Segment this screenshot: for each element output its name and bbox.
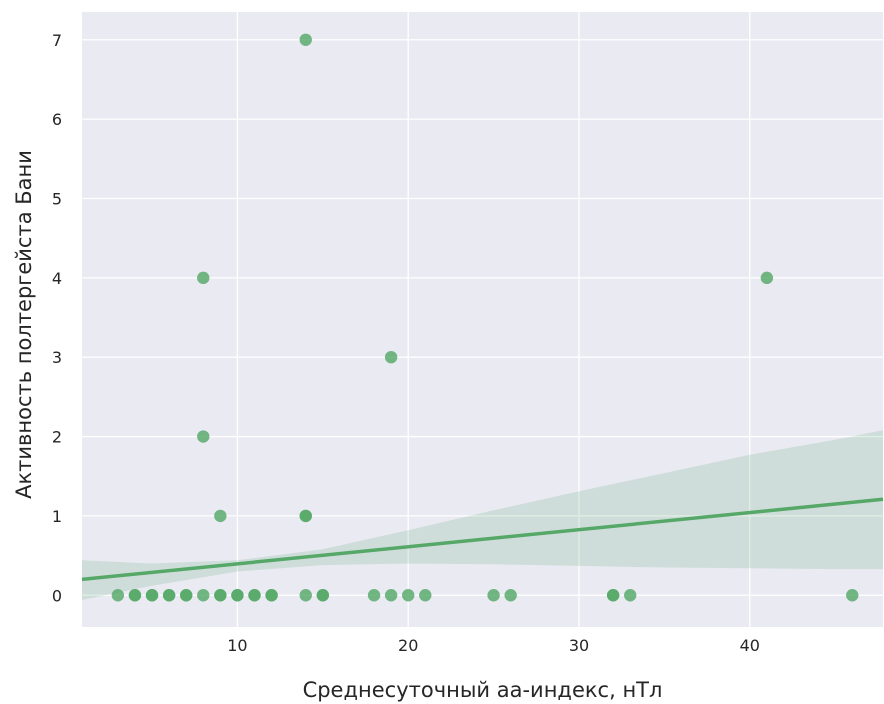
data-point: [197, 430, 210, 443]
data-point: [367, 589, 381, 602]
data-point: [419, 589, 432, 602]
confidence-band: [82, 430, 883, 600]
data-point: [299, 509, 312, 523]
x-tick-label: 20: [398, 636, 418, 655]
data-point: [760, 271, 774, 285]
data-point: [197, 589, 210, 602]
y-tick-label: 7: [52, 31, 62, 50]
data-point: [487, 589, 500, 602]
x-tick-label: 30: [569, 636, 589, 655]
y-tick-label: 5: [52, 189, 62, 208]
data-point: [265, 589, 278, 602]
data-point: [162, 589, 176, 602]
x-axis-label: Среднесуточный аа-индекс, нТл: [303, 678, 663, 702]
data-point: [384, 589, 398, 602]
data-point: [214, 509, 227, 523]
y-tick-label: 0: [52, 586, 62, 605]
data-point: [179, 589, 193, 602]
data-point: [145, 589, 159, 602]
data-point: [316, 589, 330, 602]
y-tick-label: 3: [52, 348, 62, 367]
y-tick-label: 2: [52, 428, 62, 447]
data-points: [111, 33, 859, 602]
y-axis-label: Активность полтергейста Бани: [12, 150, 36, 499]
x-tick-label: 40: [740, 636, 760, 655]
data-point: [624, 589, 637, 602]
data-point: [606, 589, 620, 602]
y-tick-labels: 0 1 2 3 4 5 6 7: [52, 31, 62, 605]
data-point: [846, 589, 859, 602]
x-tick-label: 10: [227, 636, 247, 655]
data-point: [197, 271, 210, 285]
data-point: [248, 589, 261, 602]
data-point: [504, 589, 517, 602]
data-point: [299, 33, 312, 46]
data-point: [384, 350, 398, 364]
data-point: [231, 589, 244, 602]
y-tick-label: 1: [52, 507, 62, 526]
regression-line: [81, 497, 884, 582]
data-point: [111, 589, 125, 602]
data-point: [402, 589, 415, 602]
data-point: [128, 589, 142, 602]
data-point: [299, 589, 312, 602]
data-point: [214, 589, 227, 602]
y-tick-label: 6: [52, 110, 62, 129]
grid-lines: [82, 12, 883, 627]
x-tick-labels: 10 20 30 40: [227, 636, 760, 655]
y-tick-label: 4: [52, 269, 62, 288]
